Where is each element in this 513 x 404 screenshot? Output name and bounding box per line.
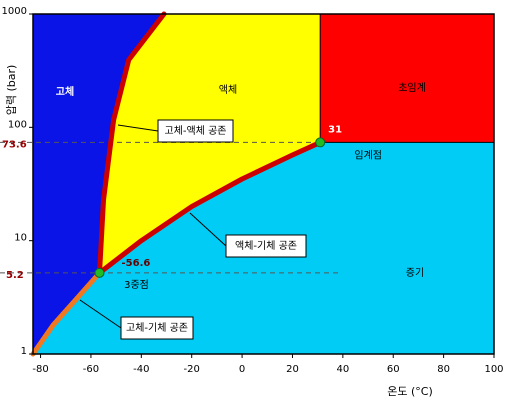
x-tick-label: -80 (32, 364, 48, 375)
point-y-label: 5.2 (6, 270, 24, 281)
y-tick-label: 10 (14, 233, 27, 244)
x-tick-label: -60 (83, 364, 99, 375)
callout-leader (189, 212, 227, 247)
phase-curve (30, 270, 103, 357)
callout-box (225, 234, 307, 258)
x-tick-label: 20 (286, 364, 299, 375)
callout-leader (117, 124, 159, 132)
callout-box (120, 316, 194, 340)
region-label: 고체 (56, 85, 74, 98)
callout-label: 액체-기체 공존 (235, 240, 297, 252)
point-name: 3중점 (124, 279, 149, 291)
x-tick-label: -40 (133, 364, 149, 375)
x-tick-label: 100 (484, 364, 503, 375)
x-tick-label: 0 (239, 364, 245, 375)
callout-leader (79, 299, 122, 329)
plot-border (32, 13, 495, 355)
y-tick-label: 100 (8, 119, 27, 130)
point-x-label: 31 (328, 124, 342, 135)
region-solid (33, 14, 164, 354)
y-axis-title: 압력 (bar) (5, 65, 18, 116)
region-label: 초임계 (398, 81, 426, 94)
point-x-label: -56.6 (122, 258, 151, 269)
region-supercritical (320, 14, 494, 143)
phase-curve (97, 139, 323, 276)
phase-point (94, 267, 105, 278)
region-liquid (99, 14, 321, 273)
x-tick-label: 60 (387, 364, 400, 375)
x-axis-title: 온도 (°C) (387, 385, 433, 398)
point-name: 임계점 (354, 148, 382, 161)
callout-label: 고체-액체 공존 (165, 125, 227, 137)
x-tick-label: -20 (184, 364, 200, 375)
x-tick-label: 40 (336, 364, 349, 375)
point-y-label: 73.6 (2, 139, 27, 150)
y-tick-label: 1 (21, 346, 27, 357)
region-label: 증기 (406, 267, 424, 279)
region-label: 액체 (219, 84, 237, 96)
x-tick-label: 80 (437, 364, 450, 375)
phase-curve (97, 11, 167, 276)
phase-point (315, 137, 326, 148)
callout-label: 고체-기체 공존 (126, 322, 188, 334)
callout-box (157, 119, 234, 143)
y-tick-label: 1000 (2, 6, 27, 17)
